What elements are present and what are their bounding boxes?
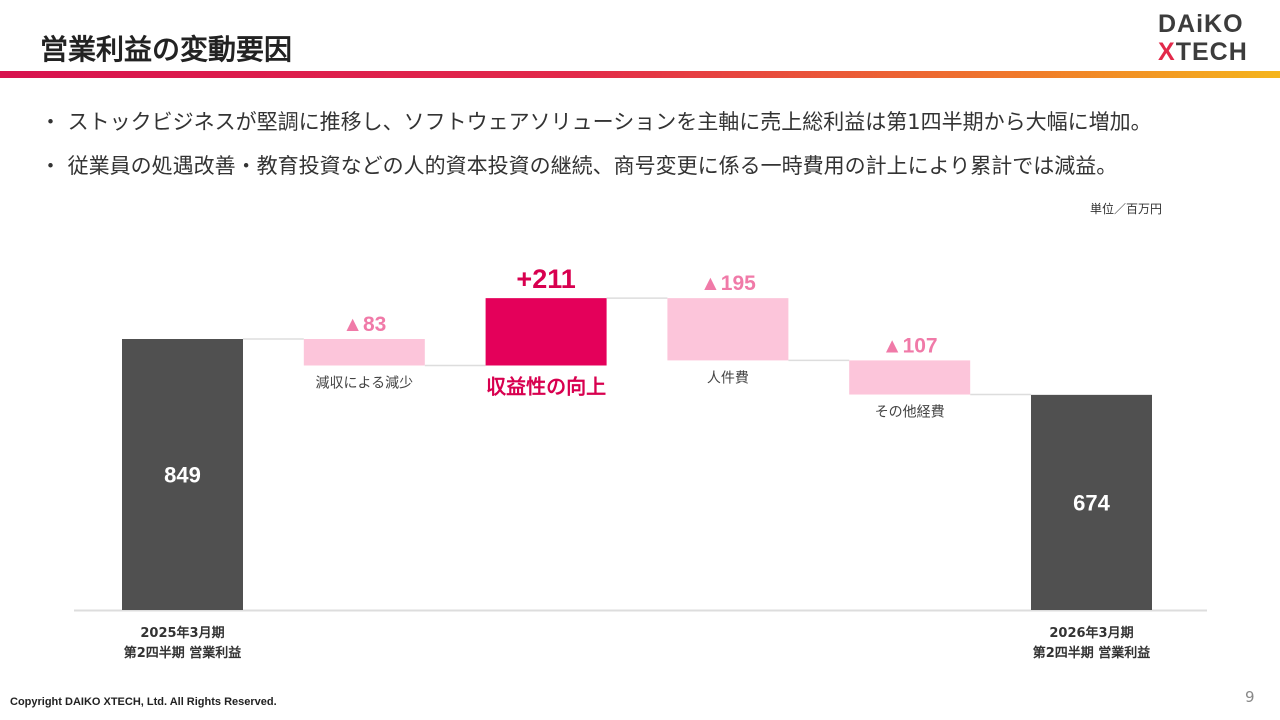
category-label: その他経費 <box>875 405 945 421</box>
axis-label: 第2四半期 営業利益 <box>1033 645 1151 661</box>
axis-label: 2025年3月期 <box>140 625 224 641</box>
data-label: 674 <box>1073 490 1110 515</box>
data-label: ▲195 <box>700 272 756 295</box>
bar-1 <box>303 339 425 366</box>
copyright: Copyright DAIKO XTECH, Ltd. All Rights R… <box>10 696 277 708</box>
data-label: +211 <box>516 264 575 294</box>
bullet-2: ・ 従業員の処遇改善・教育投資などの人的資本投資の継続、商号変更に係る一時費用の… <box>40 154 1118 178</box>
axis-label: 2026年3月期 <box>1049 625 1133 641</box>
bar-3 <box>667 298 789 361</box>
axis-label: 第2四半期 営業利益 <box>124 645 242 661</box>
category-label: 減収による減少 <box>316 374 414 391</box>
bullet-1: ・ ストックビジネスが堅調に推移し、ソフトウェアソリューションを主軸に売上総利益… <box>40 110 1152 134</box>
page-title: 営業利益の変動要因 <box>40 33 293 66</box>
title-underline <box>0 71 1280 78</box>
unit-label: 単位／百万円 <box>1090 202 1163 216</box>
summary-bullets: ・ ストックビジネスが堅調に推移し、ソフトウェアソリューションを主軸に売上総利益… <box>40 100 1152 188</box>
data-label: ▲83 <box>342 313 386 336</box>
bar-5 <box>1031 394 1152 610</box>
data-label: 849 <box>164 463 201 488</box>
category-label: 人件費 <box>707 370 749 386</box>
bar-2 <box>485 298 607 366</box>
company-logo: DAiKO XTECH <box>1158 10 1248 66</box>
category-label: 収益性の向上 <box>486 374 606 398</box>
data-label: ▲107 <box>882 334 938 357</box>
page-number: 9 <box>1245 688 1255 706</box>
bar-4 <box>849 360 971 395</box>
bar-0 <box>122 339 243 610</box>
